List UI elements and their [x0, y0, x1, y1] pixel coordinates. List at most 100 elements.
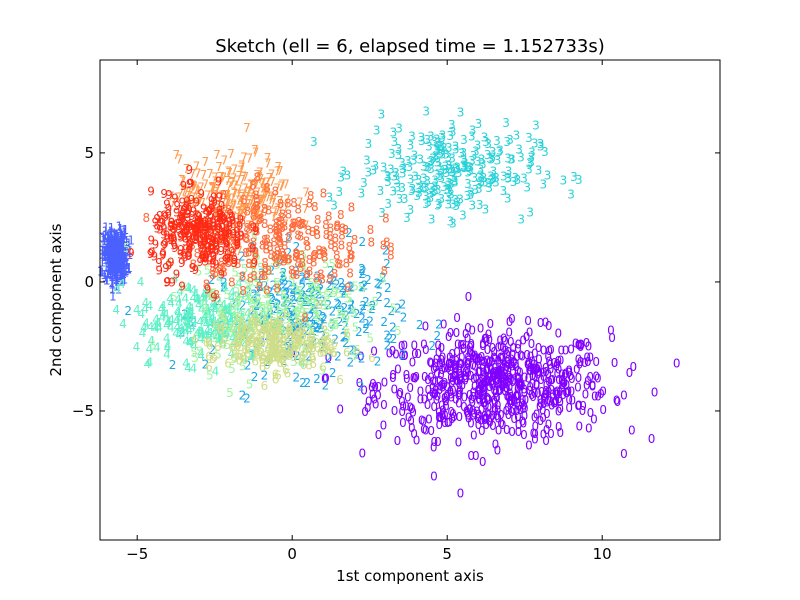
- data-point: 2: [281, 277, 289, 291]
- data-point: 5: [279, 268, 287, 282]
- data-point: 3: [468, 198, 476, 212]
- data-point: 4: [201, 329, 209, 343]
- data-point: 6: [300, 324, 308, 338]
- data-point: 0: [533, 379, 541, 393]
- data-point: 6: [273, 326, 281, 340]
- data-point: 5: [236, 290, 244, 304]
- data-point: 4: [208, 301, 216, 315]
- data-point: 7: [265, 171, 273, 185]
- data-point: 0: [507, 357, 515, 371]
- data-point: 7: [194, 191, 202, 205]
- data-point: 0: [541, 388, 549, 402]
- data-point: 7: [264, 151, 272, 165]
- data-point: 0: [460, 400, 468, 414]
- data-point: 4: [184, 280, 192, 294]
- data-point: 0: [513, 350, 521, 364]
- data-point: 5: [303, 338, 311, 352]
- data-point: 1: [117, 246, 125, 260]
- data-point: 5: [351, 280, 359, 294]
- data-point: 2: [329, 304, 337, 318]
- data-point: 1: [113, 228, 121, 242]
- data-point: 0: [427, 424, 435, 438]
- data-point: 2: [293, 349, 301, 363]
- data-point: 0: [547, 427, 555, 441]
- data-point: 2: [379, 271, 387, 285]
- data-point: 8: [310, 256, 318, 270]
- data-point: 2: [347, 298, 355, 312]
- data-point: 6: [255, 345, 263, 359]
- data-point: 5: [233, 317, 241, 331]
- data-point: 5: [281, 300, 289, 314]
- data-point: 0: [542, 388, 550, 402]
- data-point: 0: [516, 378, 524, 392]
- data-point: 6: [234, 348, 242, 362]
- data-point: 5: [313, 308, 321, 322]
- data-point: 3: [438, 147, 446, 161]
- data-point: 4: [119, 317, 127, 331]
- data-point: 6: [234, 339, 242, 353]
- data-point: 0: [548, 383, 556, 397]
- data-point: 1: [118, 237, 126, 251]
- data-point: 5: [206, 369, 214, 383]
- data-point: 0: [288, 347, 296, 361]
- data-point: 1: [107, 227, 115, 241]
- data-point: 0: [473, 405, 481, 419]
- data-point: 0: [499, 381, 507, 395]
- data-point: 3: [507, 153, 515, 167]
- data-point: 7: [172, 148, 180, 162]
- data-point: 2: [292, 264, 300, 278]
- data-point: 2: [314, 284, 322, 298]
- data-point: 7: [250, 208, 258, 222]
- data-point: 1: [115, 246, 123, 260]
- data-point: 1: [113, 245, 121, 259]
- data-point: 1: [109, 241, 117, 255]
- data-point: 2: [390, 332, 398, 346]
- data-point: 3: [370, 164, 378, 178]
- data-point: 5: [313, 278, 321, 292]
- data-point: 4: [190, 284, 198, 298]
- data-point: 5: [258, 343, 266, 357]
- data-point: 0: [493, 365, 501, 379]
- data-point: 2: [234, 314, 242, 328]
- data-point: 7: [240, 150, 248, 164]
- data-point: 1: [104, 250, 112, 264]
- data-point: 3: [452, 193, 460, 207]
- data-point: 0: [452, 363, 460, 377]
- data-point: 0: [452, 354, 460, 368]
- data-point: 0: [518, 349, 526, 363]
- data-point: 5: [350, 349, 358, 363]
- data-point: 5: [246, 275, 254, 289]
- data-point: 1: [117, 222, 125, 236]
- data-point: 1: [114, 236, 122, 250]
- data-point: 1: [105, 260, 113, 274]
- data-point: 1: [114, 234, 122, 248]
- data-point: 5: [322, 257, 330, 271]
- data-point: 6: [237, 322, 245, 336]
- data-point: 0: [542, 315, 550, 329]
- data-point: 3: [508, 153, 516, 167]
- data-point: 5: [210, 286, 218, 300]
- data-point: 6: [266, 353, 274, 367]
- data-point: 0: [556, 395, 564, 409]
- data-point: 0: [413, 434, 421, 448]
- data-point: 0: [492, 365, 500, 379]
- data-point: 3: [433, 142, 441, 156]
- data-point: 0: [453, 326, 461, 340]
- data-point: 9: [167, 255, 175, 269]
- data-point: 6: [277, 319, 285, 333]
- data-point: 1: [114, 256, 122, 270]
- data-point: 4: [217, 328, 225, 342]
- data-point: 2: [307, 318, 315, 332]
- data-point: 4: [197, 325, 205, 339]
- data-point: 0: [520, 416, 528, 430]
- data-point: 5: [301, 354, 309, 368]
- data-point: 2: [253, 337, 261, 351]
- data-point: 0: [446, 351, 454, 365]
- data-point: 2: [305, 293, 313, 307]
- data-point: 4: [193, 294, 201, 308]
- data-point: 6: [268, 351, 276, 365]
- data-point: 5: [358, 281, 366, 295]
- data-point: 7: [257, 212, 265, 226]
- data-point: 2: [310, 334, 318, 348]
- data-point: 0: [464, 409, 472, 423]
